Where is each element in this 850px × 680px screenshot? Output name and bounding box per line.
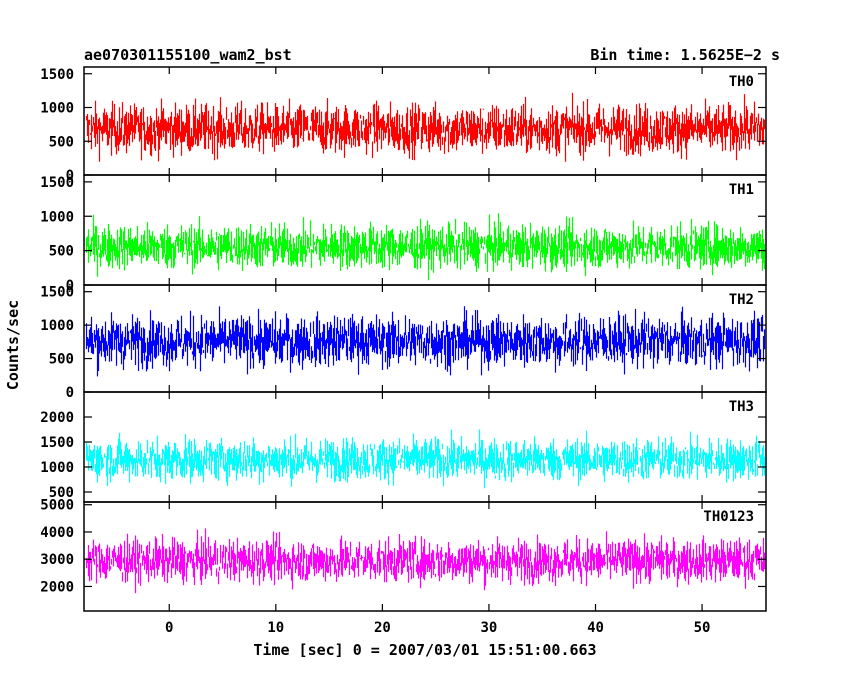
- series-th3: [85, 429, 766, 489]
- y-tick-label: 1500: [40, 285, 74, 301]
- panel-th3: 500 1000 1500 2000 TH3: [40, 391, 767, 503]
- x-axis-title: Time [sec] 0 = 2007/03/01 15:51:00.663: [253, 641, 596, 659]
- y-tick-label: 500: [49, 485, 74, 501]
- y-tick-label: 4000: [40, 525, 74, 541]
- panel-label: TH0: [729, 74, 754, 90]
- y-axis-title: Counts/sec: [4, 300, 22, 390]
- series-th1: [85, 213, 766, 281]
- x-tick-label: 40: [587, 620, 604, 636]
- panel-th0: 0 500 1000 1500 TH0: [40, 66, 767, 184]
- y-tick-label: 1500: [40, 435, 74, 451]
- panel-frame: [83, 501, 767, 612]
- y-tick-label: 1000: [40, 209, 74, 225]
- panel-label: TH0123: [703, 509, 754, 525]
- y-tick-label: 0: [66, 385, 74, 401]
- y-tick-label: 0: [66, 278, 74, 294]
- x-tick-label: 30: [481, 620, 498, 636]
- chart-title-left: ae070301155100_wam2_bst: [84, 46, 292, 64]
- y-tick-label: 1500: [40, 175, 74, 191]
- y-tick-label: 1500: [40, 67, 74, 83]
- x-tick-label: 20: [374, 620, 391, 636]
- panel-th0123: 2000 3000 4000 5000 TH0123: [40, 498, 767, 612]
- series-th0: [85, 92, 766, 162]
- x-tick-label: 10: [267, 620, 284, 636]
- chart-title-right: Bin time: 1.5625E−2 s: [590, 46, 780, 64]
- y-tick-label: 1000: [40, 101, 74, 117]
- y-tick-label: 3000: [40, 552, 74, 568]
- y-tick-label: 2000: [40, 579, 74, 595]
- x-axis: 0 10 20 30 40 50: [165, 620, 710, 636]
- panels-group: 0 500 1000 1500 TH0 0 500 1000 1500 TH1 0 500 1000 15…: [40, 66, 767, 612]
- panel-label: TH2: [729, 292, 754, 308]
- y-tick-label: 500: [49, 134, 74, 150]
- y-tick-label: 1000: [40, 318, 74, 334]
- x-tick-label: 0: [165, 620, 173, 636]
- panel-th2: 0 500 1000 1500 TH2: [40, 284, 767, 401]
- x-tick-label: 50: [694, 620, 711, 636]
- y-tick-label: 0: [66, 168, 74, 184]
- y-tick-label: 1000: [40, 460, 74, 476]
- panel-label: TH3: [729, 399, 754, 415]
- y-tick-label: 2000: [40, 410, 74, 426]
- y-tick-label: 500: [49, 244, 74, 260]
- panel-label: TH1: [729, 182, 754, 198]
- series-th2: [85, 306, 766, 377]
- y-tick-label: 5000: [40, 498, 74, 514]
- series-th0123: [85, 528, 766, 594]
- panel-th1: 0 500 1000 1500 TH1: [40, 174, 767, 294]
- y-tick-label: 500: [49, 352, 74, 368]
